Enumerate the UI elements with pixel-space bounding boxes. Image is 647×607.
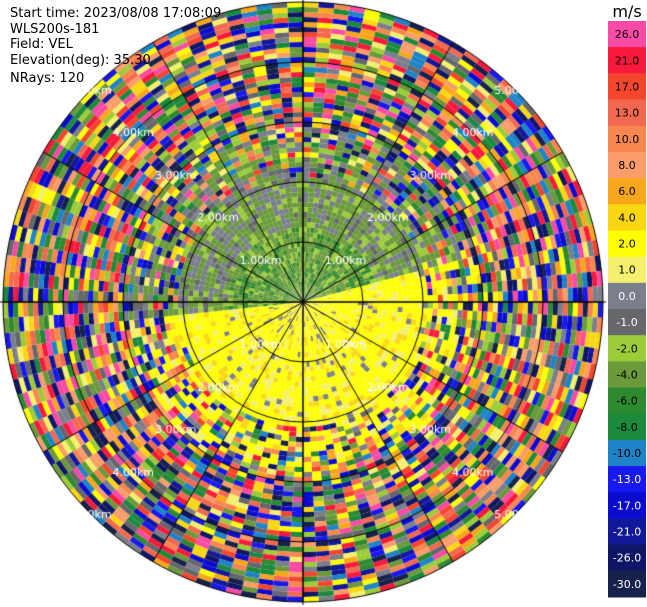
colorbar-swatch (608, 413, 646, 441)
colorbar-swatch (608, 309, 646, 336)
instrument-label: WLS200s-181 (10, 22, 100, 37)
colorbar-tick-label: 4.0 (618, 211, 636, 224)
colorbar-swatch (608, 256, 646, 284)
colorbar-swatch (608, 282, 646, 310)
colorbar-swatch (608, 387, 646, 415)
colorbar-tick-label: -1.0 (616, 316, 637, 329)
colorbar-tick-label: 10.0 (615, 133, 640, 146)
colorbar-swatch (608, 178, 646, 205)
colorbar-swatch (608, 125, 646, 153)
colorbar-swatch (608, 518, 646, 546)
colorbar-swatch (608, 47, 646, 74)
field-label: Field: VEL (10, 37, 73, 52)
colorbar-tick-label: 2.0 (618, 238, 636, 251)
start-time-label: Start time: 2023/08/08 17:08:09 (10, 6, 222, 21)
colorbar-tick-label: -26.0 (613, 552, 641, 565)
colorbar-swatch (608, 361, 646, 389)
colorbar-swatch (608, 570, 646, 598)
colorbar-swatch (608, 21, 646, 48)
colorbar-tick-label: -17.0 (613, 499, 641, 512)
colorbar-tick-label: 21.0 (615, 54, 640, 67)
colorbar-tick-label: 6.0 (618, 185, 636, 198)
colorbar-swatch (608, 204, 646, 231)
colorbar-tick-label: -4.0 (616, 368, 637, 381)
colorbar-tick-label: -6.0 (616, 395, 637, 408)
colorbar-tick-label: 0.0 (618, 290, 636, 303)
colorbar-tick-label: -8.0 (616, 421, 637, 434)
colorbar-swatch (608, 492, 646, 519)
colorbar-tick-label: 8.0 (618, 159, 636, 172)
colorbar-tick-label: -10.0 (613, 447, 641, 460)
colorbar-swatch (608, 466, 646, 493)
colorbar-swatch (608, 99, 646, 127)
colorbar-tick-label: -2.0 (616, 342, 637, 355)
colorbar-tick-label: -13.0 (613, 473, 641, 486)
elevation-label: Elevation(deg): 35.30 (10, 53, 151, 68)
colorbar-swatch (608, 439, 646, 467)
colorbar-unit-label: m/s (612, 2, 641, 21)
colorbar-swatch (608, 544, 646, 572)
colorbar-tick-label: 17.0 (615, 80, 640, 93)
colorbar-tick-label: -21.0 (613, 526, 641, 539)
colorbar-tick-label: 13.0 (615, 107, 640, 120)
colorbar-swatch (608, 335, 646, 362)
colorbar-tick-label: 26.0 (615, 28, 640, 41)
colorbar-tick-label: -30.0 (613, 578, 641, 591)
colorbar-swatch (608, 73, 646, 101)
nrays-label: NRays: 120 (10, 71, 85, 86)
colorbar-tick-label: 1.0 (618, 264, 636, 277)
colorbar-swatch (608, 230, 646, 258)
colorbar-swatch (608, 151, 646, 179)
